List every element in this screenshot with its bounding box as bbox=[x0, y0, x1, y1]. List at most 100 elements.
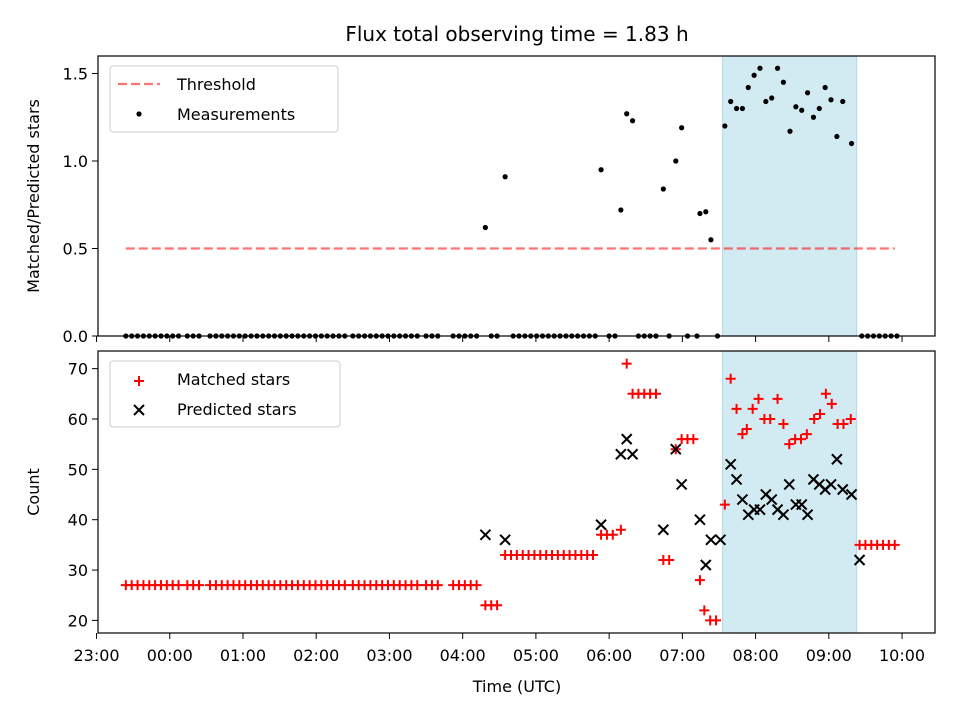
measurement-point bbox=[482, 224, 488, 231]
measurement-point bbox=[739, 105, 746, 112]
legend-threshold-label: Threshold bbox=[176, 75, 256, 94]
measurement-point bbox=[834, 133, 840, 140]
measurement-point bbox=[708, 237, 714, 243]
measurement-point bbox=[810, 114, 817, 120]
measurement-point bbox=[793, 104, 799, 110]
y-tick-label: 30 bbox=[68, 561, 88, 580]
legend-matched-label: Matched stars bbox=[177, 370, 290, 389]
legend-measurements-swatch bbox=[136, 111, 142, 117]
predicted-star-point bbox=[670, 443, 682, 455]
measurement-point bbox=[679, 125, 685, 131]
y-tick-label: 20 bbox=[68, 611, 88, 630]
matched-star-point bbox=[711, 615, 722, 626]
measurement-point bbox=[624, 111, 630, 117]
measurement-point bbox=[502, 174, 508, 180]
matched-star-point bbox=[725, 373, 736, 384]
predicted-star-point bbox=[595, 519, 607, 531]
predicted-star-point bbox=[777, 508, 790, 521]
x-tick-label: 04:00 bbox=[440, 646, 486, 665]
matched-star-point bbox=[753, 393, 764, 404]
legend-predicted-label: Predicted stars bbox=[177, 400, 297, 419]
predicted-star-point bbox=[675, 478, 688, 491]
matched-star-point bbox=[694, 575, 705, 586]
measurement-point bbox=[618, 207, 624, 213]
predicted-star-point bbox=[754, 503, 766, 516]
measurement-point bbox=[722, 123, 728, 129]
bottom-panel: 20 30 40 50 60 70 Count 23:00 00:00 01:00 02:00 03:… bbox=[24, 350, 936, 696]
matched-star-point bbox=[615, 524, 626, 535]
y-tick-label: 1.5 bbox=[63, 65, 88, 84]
predicted-star-point bbox=[730, 473, 743, 486]
measurement-point bbox=[799, 107, 805, 113]
matched-star-point bbox=[820, 388, 831, 399]
matched-star-point bbox=[889, 539, 900, 550]
axes-frame bbox=[97, 350, 936, 634]
axes-frame bbox=[97, 55, 936, 337]
predicted-star-point bbox=[479, 529, 492, 541]
matched-star-point bbox=[795, 434, 806, 445]
measurement-point bbox=[751, 72, 757, 78]
y-tick-label: 0.0 bbox=[63, 327, 88, 346]
predicted-star-point bbox=[714, 534, 727, 546]
predicted-star-point bbox=[736, 493, 749, 506]
y-tick-label: 50 bbox=[68, 460, 88, 479]
x-tick-label: 00:00 bbox=[147, 646, 193, 665]
x-tick-label: 06:00 bbox=[586, 646, 632, 665]
predicted-star-point bbox=[845, 488, 858, 501]
matched-star-point bbox=[845, 413, 856, 424]
predicted-star-point bbox=[765, 493, 778, 506]
measurement-point bbox=[828, 97, 834, 103]
predicted-star-point bbox=[724, 458, 737, 471]
predicted-star-point bbox=[694, 513, 706, 526]
measurement-point bbox=[763, 98, 769, 105]
matched-star-point bbox=[688, 434, 699, 445]
y-tick-label: 1.0 bbox=[63, 152, 88, 171]
matched-star-point bbox=[173, 580, 184, 591]
legend-predicted-swatch bbox=[133, 404, 145, 416]
legend-box bbox=[109, 65, 339, 133]
measurement-point bbox=[757, 65, 763, 71]
measurement-point bbox=[733, 105, 740, 112]
y-tick-label: 70 bbox=[68, 360, 88, 379]
measurement-point bbox=[598, 167, 604, 173]
matched-star-point bbox=[588, 549, 599, 560]
x-tick-label: 05:00 bbox=[513, 646, 559, 665]
matched-star-point bbox=[737, 429, 748, 440]
highlight-window bbox=[722, 350, 858, 634]
y-tick-label: 40 bbox=[68, 511, 88, 530]
predicted-star-point bbox=[796, 498, 808, 511]
measurement-point bbox=[728, 98, 734, 105]
matched-star-point bbox=[651, 388, 661, 399]
matched-star-point bbox=[815, 408, 826, 419]
legend: Threshold Measurements bbox=[109, 65, 339, 133]
matched-star-point bbox=[432, 580, 443, 591]
y-tick-label: 0.5 bbox=[63, 240, 88, 259]
measurement-point bbox=[822, 84, 828, 91]
matched-star-point bbox=[826, 398, 837, 409]
predicted-star-point bbox=[801, 508, 814, 521]
measurement-point bbox=[703, 209, 709, 215]
matched-star-point bbox=[621, 358, 632, 369]
legend-matched-swatch bbox=[134, 376, 144, 386]
measurement-point bbox=[848, 140, 855, 147]
matched-star-point bbox=[784, 439, 795, 450]
matched-star-point bbox=[772, 393, 783, 404]
measurement-point bbox=[673, 158, 679, 164]
y-axis-label: Count bbox=[24, 468, 43, 516]
matched-star-point bbox=[778, 419, 789, 430]
x-tick-label: 09:00 bbox=[806, 646, 852, 665]
highlight-window bbox=[722, 55, 858, 337]
matched-star-point bbox=[699, 605, 710, 616]
matched-star-point bbox=[194, 580, 205, 591]
measurement-point bbox=[660, 186, 666, 192]
matched-star-point bbox=[412, 580, 423, 591]
predicted-star-point bbox=[700, 559, 712, 571]
matched-star-point bbox=[747, 403, 758, 414]
legend-box bbox=[109, 360, 341, 428]
y-axis-label: Matched/Predicted stars bbox=[24, 99, 43, 293]
measurement-point bbox=[840, 98, 846, 105]
predicted-star-point bbox=[499, 534, 511, 546]
matched-star-point bbox=[809, 413, 820, 424]
predicted-star-point bbox=[783, 478, 795, 491]
